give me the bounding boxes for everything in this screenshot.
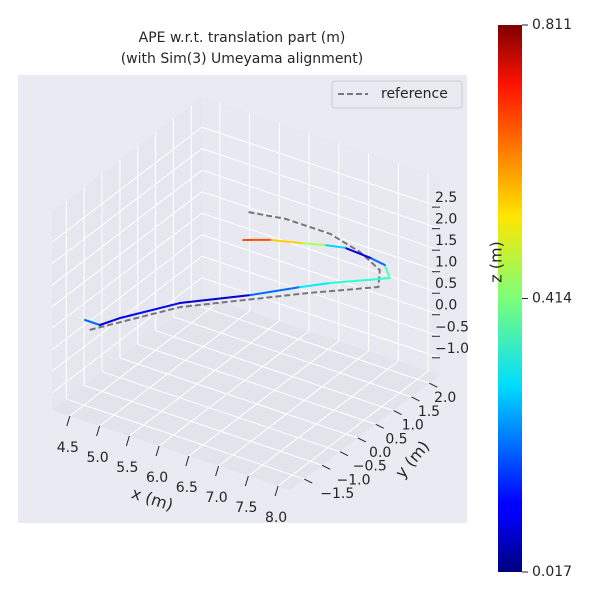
- trajectory-segment: [298, 282, 332, 289]
- tick-mark: [155, 445, 160, 457]
- trajectory-segment: [329, 277, 391, 285]
- grid-line: [158, 330, 310, 447]
- x-tick-label: 7.0: [205, 490, 227, 506]
- grid-line: [83, 384, 323, 466]
- z-tick-label: 1.0: [435, 255, 457, 271]
- grid-line: [51, 169, 203, 286]
- x-tick-label: 5.5: [116, 460, 138, 476]
- grid-line: [173, 316, 412, 398]
- chart-title: APE w.r.t. translation part (m): [139, 30, 346, 46]
- grid-line: [201, 169, 441, 251]
- tick-mark: [215, 465, 220, 477]
- trajectory-segment: [299, 241, 326, 246]
- pane-floor: [52, 295, 440, 490]
- trajectory-segment: [323, 243, 347, 249]
- chart-subtitle: (with Sim(3) Umeyama alignment): [121, 51, 364, 67]
- z-axis-label: z (m): [487, 241, 506, 283]
- z-tick-label: 2.0: [435, 212, 457, 228]
- y-tick-label: 0.5: [385, 431, 407, 447]
- colorbar: [498, 25, 522, 572]
- legend: [331, 80, 463, 109]
- trajectory-segment: [98, 317, 122, 327]
- trajectory-segment: [369, 256, 386, 267]
- y-tick-label: −1.0: [337, 472, 371, 488]
- grid-line: [69, 300, 221, 417]
- grid-line: [101, 371, 341, 453]
- x-tick-label: 8.0: [265, 510, 287, 526]
- tick-mark: [393, 410, 402, 416]
- grid-line: [201, 234, 441, 316]
- grid-line: [188, 340, 340, 457]
- trajectory-segment: [83, 319, 101, 327]
- reference-line: [89, 210, 381, 331]
- pane-left: [52, 97, 202, 410]
- z-tick-label: 2.5: [435, 190, 457, 206]
- x-tick-label: 6.5: [176, 480, 198, 496]
- trajectory-segment: [249, 286, 301, 297]
- trajectory-segment: [178, 294, 252, 305]
- legend-label: reference: [381, 86, 448, 102]
- colorbar-tick-label: 0.811: [532, 17, 572, 33]
- tick-mark: [375, 423, 384, 429]
- grid-line: [51, 255, 203, 372]
- tick-mark: [429, 382, 438, 388]
- z-tick-label: −0.5: [435, 319, 469, 335]
- y-tick-label: 1.5: [418, 404, 440, 420]
- grid-line: [51, 277, 203, 394]
- grid-line: [99, 310, 250, 427]
- grid-line: [51, 148, 203, 265]
- grid-line: [277, 370, 429, 487]
- y-tick-label: 2.0: [434, 390, 456, 406]
- z-tick-label: −1.0: [435, 341, 469, 357]
- trajectory-segment: [119, 302, 181, 320]
- colorbar-tick-label: 0.414: [532, 291, 572, 307]
- x-tick-label: 5.0: [86, 450, 108, 466]
- trajectory-segment: [383, 264, 391, 280]
- pane-back: [202, 97, 440, 375]
- tick-mark: [125, 435, 130, 447]
- tick-mark: [339, 451, 349, 457]
- tick-mark: [244, 475, 249, 487]
- x-tick-label: 4.5: [57, 440, 79, 456]
- trajectory-segment: [344, 246, 372, 259]
- y-tick-label: −1.5: [320, 486, 354, 502]
- z-tick-label: 1.5: [435, 233, 457, 249]
- tick-mark: [304, 478, 313, 484]
- x-tick-label: 6.0: [146, 470, 168, 486]
- grid-line: [51, 126, 203, 243]
- grid-line: [51, 234, 203, 351]
- grid-line: [119, 357, 359, 439]
- tick-mark: [321, 464, 331, 470]
- z-tick-label: 0.5: [435, 276, 457, 292]
- grid-line: [51, 191, 203, 308]
- grid-line: [201, 212, 441, 294]
- grid-line: [129, 320, 280, 437]
- tick-mark: [185, 455, 190, 467]
- grid-line: [191, 302, 430, 384]
- trajectory-segment: [268, 238, 302, 244]
- tick-mark: [274, 485, 279, 497]
- y-tick-label: 1.0: [402, 418, 424, 434]
- x-tick-label: 7.5: [235, 500, 257, 516]
- tick-mark: [411, 396, 420, 402]
- y-tick-label: −0.5: [353, 459, 387, 475]
- grid-line: [155, 330, 394, 412]
- grid-line: [201, 277, 441, 359]
- grid-line: [248, 360, 399, 477]
- grid-line: [66, 398, 305, 480]
- tick-mark: [357, 437, 367, 443]
- grid-line: [201, 255, 441, 337]
- grid-line: [218, 350, 369, 467]
- grid-line: [51, 212, 203, 329]
- colorbar-tick-label: 0.017: [532, 564, 572, 580]
- tick-mark: [66, 415, 71, 427]
- y-tick-label: 0.0: [369, 445, 391, 461]
- tick-mark: [96, 425, 101, 437]
- grid-line: [201, 126, 441, 208]
- grid-line: [137, 343, 376, 425]
- grid-line: [201, 148, 441, 230]
- z-tick-label: 0.0: [435, 298, 457, 314]
